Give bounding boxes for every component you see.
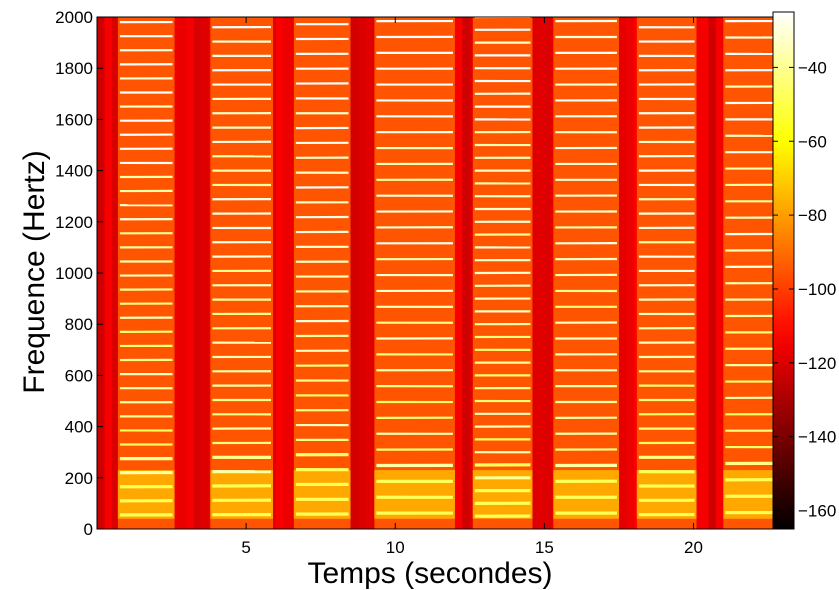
x-axis-title: Temps (secondes) xyxy=(307,557,552,590)
background-column xyxy=(365,17,374,529)
background-column xyxy=(357,17,367,529)
y-tick-label: 1000 xyxy=(55,264,93,283)
background-column xyxy=(275,17,285,529)
background-column xyxy=(693,17,702,529)
background-column xyxy=(350,17,359,529)
y-tick-label: 600 xyxy=(65,366,93,385)
y-tick-label: 1400 xyxy=(55,162,93,181)
heatmap-layer xyxy=(97,17,783,529)
y-tick-label: 2000 xyxy=(55,8,93,27)
note-region xyxy=(293,17,351,529)
note-low-band xyxy=(374,470,455,519)
note-low-band xyxy=(117,470,175,519)
y-tick-label: 1800 xyxy=(55,59,93,78)
background-column xyxy=(544,17,553,529)
background-column xyxy=(171,17,181,529)
note-region xyxy=(553,17,619,529)
y-tick-label: 1600 xyxy=(55,110,93,129)
colorbar-tick-label: −120 xyxy=(798,354,836,373)
background-column xyxy=(529,17,538,529)
note-region xyxy=(210,17,273,529)
background-column xyxy=(708,17,717,529)
colorbar-tick-label: −160 xyxy=(798,502,836,521)
background-column xyxy=(536,17,546,529)
colorbar-scale xyxy=(772,11,795,530)
note-region xyxy=(117,17,175,529)
background-column xyxy=(700,17,710,529)
background-column xyxy=(104,17,113,529)
note-background xyxy=(210,17,273,529)
note-low-band xyxy=(553,470,619,519)
colorbar-tick-label: −60 xyxy=(798,132,827,151)
background-column xyxy=(283,17,292,529)
colorbar-tick-label: −100 xyxy=(798,280,836,299)
background-column xyxy=(454,17,464,529)
background-column xyxy=(193,17,203,529)
y-tick-label: 800 xyxy=(65,315,93,334)
note-low-band xyxy=(210,470,273,519)
background-column xyxy=(186,17,195,529)
y-axis-title: Frequence (Hertz) xyxy=(18,150,51,393)
colorbar-tick-label: −40 xyxy=(798,58,827,77)
note-region xyxy=(636,17,697,529)
background-column xyxy=(618,17,628,529)
y-tick-label: 1200 xyxy=(55,213,93,232)
background-column xyxy=(462,17,471,529)
x-tick-label: 10 xyxy=(386,538,405,557)
note-background xyxy=(553,17,619,529)
note-background xyxy=(293,17,351,529)
spectrogram-plot: 5 10 15 20 0 200 400 600 800 1000 1200 1400 1600 180… xyxy=(55,8,784,557)
colorbar-tick-label: −140 xyxy=(798,428,836,447)
x-axis-ticks: 5 10 15 20 xyxy=(241,17,703,557)
y-tick-label: 200 xyxy=(65,469,93,488)
background-column xyxy=(626,17,635,529)
note-region xyxy=(472,17,533,529)
note-background xyxy=(374,17,455,529)
y-tick-label: 400 xyxy=(65,418,93,437)
background-column xyxy=(715,17,725,529)
note-background xyxy=(117,17,175,529)
note-region xyxy=(374,17,455,529)
background-column xyxy=(179,17,188,529)
x-tick-label: 15 xyxy=(535,538,554,557)
x-tick-label: 20 xyxy=(684,538,703,557)
background-column xyxy=(111,17,121,529)
note-background xyxy=(636,17,697,529)
background-column xyxy=(201,17,210,529)
note-low-band xyxy=(293,470,351,519)
y-axis-ticks: 0 200 400 600 800 1000 1200 1400 1600 1800 2000 xyxy=(55,8,103,539)
x-tick-label: 5 xyxy=(241,538,250,557)
note-low-band xyxy=(636,470,697,519)
y-tick-label: 0 xyxy=(84,520,93,539)
colorbar: −40 −60 −80 −100 −120 −140 −160 xyxy=(772,11,836,530)
colorbar-ticks: −40 −60 −80 −100 −120 −140 −160 xyxy=(773,58,836,521)
colorbar-tick-label: −80 xyxy=(798,206,827,225)
